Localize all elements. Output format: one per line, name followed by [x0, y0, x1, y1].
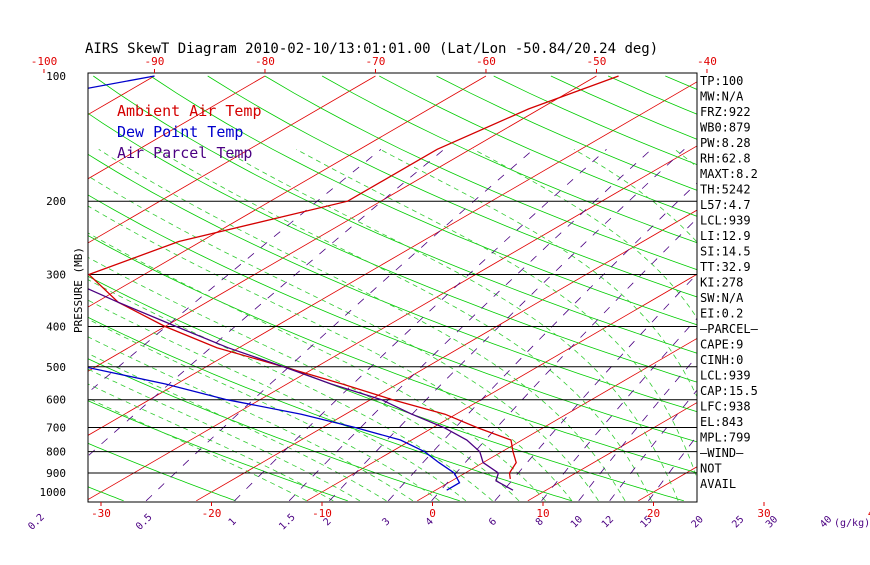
pressure-tick-label: 600	[46, 394, 66, 407]
mixing-ratio-unit: (g/kg)	[834, 518, 870, 529]
top-tick-label: -40	[697, 55, 717, 68]
pressure-tick-label: 700	[46, 422, 66, 435]
stat-line: LCL:939	[700, 214, 751, 228]
stat-line: SW:N/A	[700, 291, 744, 305]
bottom-tick-label: -20	[202, 507, 222, 520]
pressure-tick-label: 1000	[40, 486, 67, 499]
stat-line: MW:N/A	[700, 90, 744, 104]
pressure-tick-label: 200	[46, 195, 66, 208]
pressure-tick-label: 800	[46, 446, 66, 459]
legend-entry: Air Parcel Temp	[117, 144, 252, 162]
legend-entry: Ambient Air Temp	[117, 102, 262, 120]
stat-line: TH:5242	[700, 183, 751, 197]
legend-entry: Dew Point Temp	[117, 123, 243, 141]
stat-line: TT:32.9	[700, 260, 751, 274]
pressure-tick-label: 500	[46, 361, 66, 374]
legend: Ambient Air Temp Dew Point Temp Air Parcel…	[117, 102, 262, 162]
stat-line: —PARCEL—	[700, 322, 759, 336]
stat-line: LFC:938	[700, 400, 751, 414]
stat-line: —WIND—	[700, 446, 744, 460]
stat-line: AVAIL	[700, 477, 736, 491]
stat-line: CINH:0	[700, 353, 743, 367]
stat-line: LI:12.9	[700, 229, 751, 243]
bottom-tick-label: 0	[429, 507, 436, 520]
stat-line: RH:62.8	[700, 152, 751, 166]
stat-line: FRZ:922	[700, 105, 751, 119]
stat-line: CAP:15.5	[700, 384, 758, 398]
stat-line: PW:8.28	[700, 136, 751, 150]
top-tick-label: -100	[31, 55, 58, 68]
stat-line: KI:278	[700, 276, 743, 290]
stat-line: WB0:879	[700, 121, 751, 135]
stat-line: MPL:799	[700, 431, 751, 445]
stat-line: SI:14.5	[700, 245, 751, 259]
bottom-tick-label: -30	[91, 507, 111, 520]
stat-line: LCL:939	[700, 369, 751, 383]
stat-line: TP:100	[700, 74, 743, 88]
stat-line: NOT	[700, 462, 722, 476]
stat-line: MAXT:8.2	[700, 167, 758, 181]
stat-line: L57:4.7	[700, 198, 751, 212]
stat-line: CAPE:9	[700, 338, 743, 352]
chart-title: AIRS SkewT Diagram 2010-02-10/13:01:01.0…	[85, 41, 658, 57]
stat-line: EL:843	[700, 415, 743, 429]
stat-line: EI:0.2	[700, 307, 743, 321]
pressure-tick-label: 300	[46, 268, 66, 281]
pressure-tick-label: 900	[46, 467, 66, 480]
bottom-tick-label: -10	[312, 507, 332, 520]
pressure-tick-label: 400	[46, 320, 66, 333]
pressure-tick-label: 100	[46, 70, 66, 83]
y-axis-label: PRESSURE (MB)	[72, 247, 85, 333]
